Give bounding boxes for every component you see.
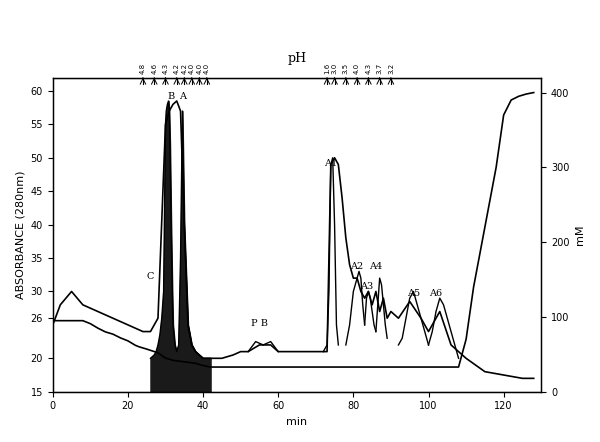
Text: P B: P B bbox=[251, 319, 268, 328]
Text: A6: A6 bbox=[430, 289, 443, 298]
Text: A1: A1 bbox=[324, 159, 337, 168]
Text: 4.2: 4.2 bbox=[174, 63, 180, 74]
Text: 4.8: 4.8 bbox=[140, 63, 146, 74]
Text: 4.0: 4.0 bbox=[204, 63, 210, 74]
Text: 4.0: 4.0 bbox=[189, 63, 195, 74]
Text: 3.2: 3.2 bbox=[388, 63, 394, 74]
Text: C: C bbox=[147, 272, 154, 282]
Text: 3.0: 3.0 bbox=[332, 63, 338, 74]
Text: B: B bbox=[167, 92, 175, 101]
Text: 3.7: 3.7 bbox=[377, 63, 383, 74]
Text: 4.3: 4.3 bbox=[365, 63, 371, 74]
Text: 1.6: 1.6 bbox=[324, 63, 330, 74]
Text: 4.0: 4.0 bbox=[354, 63, 360, 74]
X-axis label: min: min bbox=[286, 417, 308, 427]
Text: 4.2: 4.2 bbox=[181, 63, 187, 74]
Text: A5: A5 bbox=[407, 289, 420, 298]
Text: pH: pH bbox=[287, 53, 307, 65]
Text: 4.3: 4.3 bbox=[163, 63, 169, 74]
Y-axis label: ABSORBANCE (280nm): ABSORBANCE (280nm) bbox=[15, 171, 25, 299]
Text: 4.0: 4.0 bbox=[196, 63, 202, 74]
Text: A3: A3 bbox=[360, 282, 373, 291]
Y-axis label: mM: mM bbox=[575, 225, 585, 245]
Text: A: A bbox=[179, 92, 186, 101]
Text: 4.6: 4.6 bbox=[151, 63, 157, 74]
Text: A4: A4 bbox=[369, 263, 383, 271]
Text: 3.5: 3.5 bbox=[343, 63, 349, 74]
Text: A2: A2 bbox=[350, 263, 364, 271]
